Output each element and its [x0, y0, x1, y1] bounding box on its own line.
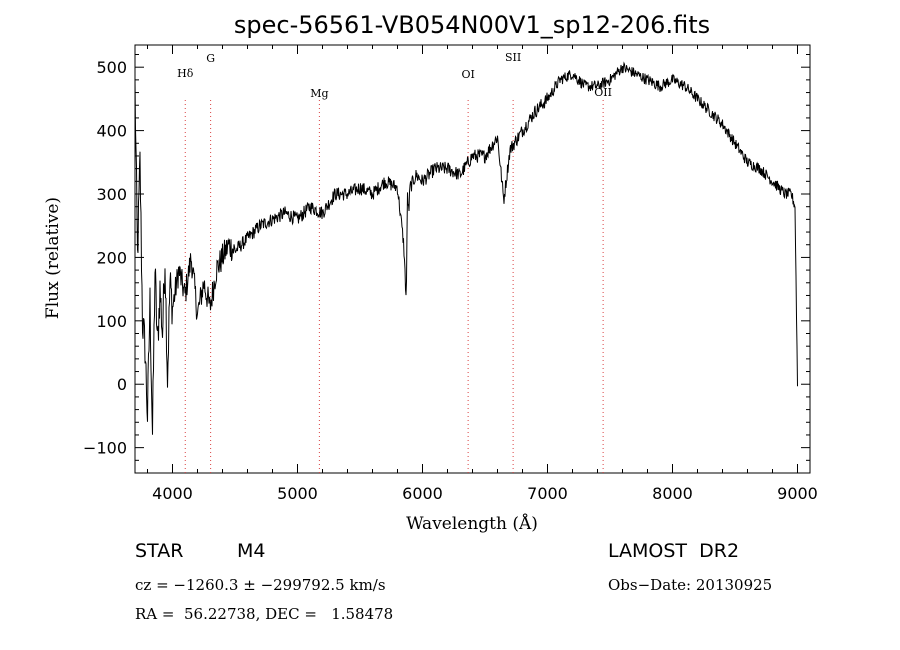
line-marker-label: Hδ — [177, 67, 194, 80]
x-tick-label: 4000 — [152, 484, 193, 503]
line-marker-label: Mg — [310, 87, 328, 100]
y-axis-label: Flux (relative) — [43, 197, 63, 319]
x-axis-ticks: 4000 5000 6000 7000 8000 9000 — [147, 45, 818, 503]
spectrum-line — [134, 61, 798, 435]
coordinates: RA = 56.22738, DEC = 1.58478 — [135, 605, 394, 623]
y-tick-label: 500 — [96, 58, 127, 77]
x-tick-label: 7000 — [527, 484, 568, 503]
x-tick-label: 5000 — [277, 484, 318, 503]
y-axis-ticks: −100 0 100 200 300 400 500 — [83, 54, 810, 474]
line-marker-label: OII — [594, 86, 612, 99]
x-axis-label: Wavelength (Å) — [406, 513, 538, 534]
y-tick-label: 200 — [96, 248, 127, 267]
line-marker-label: OI — [461, 68, 474, 81]
object-subclass: M4 — [237, 540, 266, 562]
chart-title: spec-56561-VB054N00V1_sp12-206.fits — [234, 11, 710, 39]
object-class: STAR — [135, 540, 184, 562]
obs-date: Obs−Date: 20130925 — [608, 576, 773, 594]
line-marker-label: SII — [505, 51, 521, 64]
y-tick-label: 0 — [117, 375, 127, 394]
y-tick-label: −100 — [83, 439, 127, 458]
x-tick-label: 9000 — [777, 484, 818, 503]
redshift-info: cz = −1260.3 ± −299792.5 km/s — [135, 576, 386, 594]
spectrum-series — [134, 61, 798, 435]
x-tick-label: 8000 — [652, 484, 693, 503]
y-tick-label: 400 — [96, 122, 127, 141]
y-tick-label: 300 — [96, 185, 127, 204]
line-marker-label: G — [206, 52, 215, 65]
x-tick-label: 6000 — [402, 484, 443, 503]
survey-label: LAMOST DR2 — [608, 540, 740, 562]
y-tick-label: 100 — [96, 312, 127, 331]
spectral-line-markers: Hδ G Mg OI SII OII — [177, 51, 612, 473]
